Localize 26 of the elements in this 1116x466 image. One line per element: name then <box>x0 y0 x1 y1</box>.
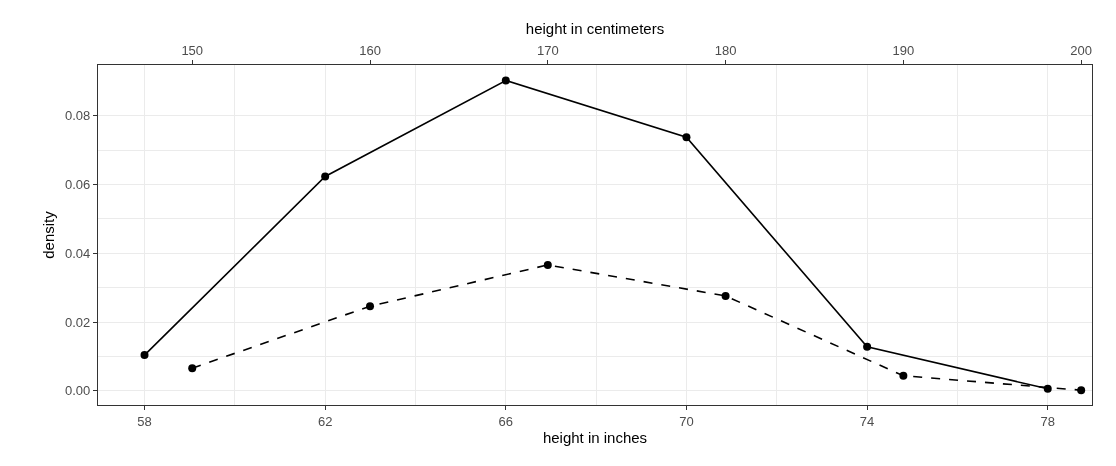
y-tick-label: 0.08 <box>65 108 91 124</box>
x-tick-label: 66 <box>498 413 514 429</box>
y-tick-label: 0.02 <box>65 314 91 330</box>
point <box>321 172 330 181</box>
x2-tick-label: 180 <box>714 42 737 58</box>
point <box>140 351 149 360</box>
point <box>501 76 510 85</box>
y-axis-title: density <box>40 210 58 259</box>
x-tick-label: 74 <box>859 413 875 429</box>
point <box>682 133 691 142</box>
x2-tick-label: 200 <box>1070 42 1093 58</box>
y-tick-label: 0.00 <box>65 383 91 399</box>
y-tick-label: 0.04 <box>65 245 91 261</box>
x2-tick-label: 150 <box>181 42 204 58</box>
x-tick-label: 70 <box>679 413 694 429</box>
point <box>863 342 872 351</box>
x-tick-label: 78 <box>1040 413 1055 429</box>
x2-tick-label: 160 <box>359 42 381 58</box>
x-tick-label: 58 <box>137 413 152 429</box>
x2-tick-label: 190 <box>892 42 915 58</box>
x2-tick-label: 170 <box>536 42 559 58</box>
x2-axis-title: height in centimeters <box>525 20 665 37</box>
point <box>1043 384 1052 393</box>
x-axis-title: height in inches <box>542 428 648 446</box>
y-tick-label: 0.06 <box>65 176 91 192</box>
x-tick-label: 62 <box>317 413 333 429</box>
